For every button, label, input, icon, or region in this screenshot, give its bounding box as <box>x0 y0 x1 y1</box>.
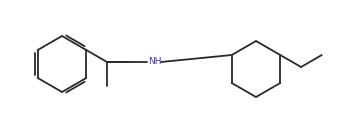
Text: NH: NH <box>148 56 162 66</box>
